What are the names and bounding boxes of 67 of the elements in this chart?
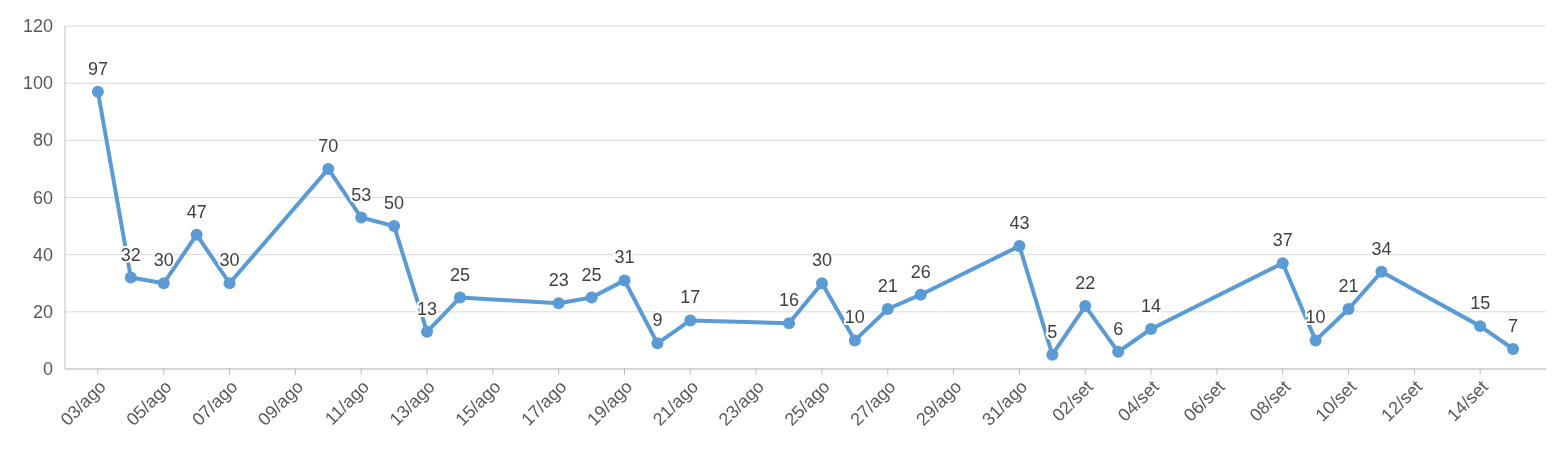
point [421, 325, 434, 338]
point [355, 211, 368, 224]
data-label: 10 [844, 307, 865, 328]
point [552, 297, 565, 310]
point [914, 288, 927, 301]
point [1375, 265, 1388, 278]
data-label: 34 [1371, 238, 1392, 259]
point [585, 291, 598, 304]
data-label: 21 [1338, 275, 1359, 296]
point [124, 271, 137, 284]
y-tick-label: 120 [22, 16, 53, 36]
y-tick-label: 80 [32, 130, 53, 151]
y-tick-label: 40 [32, 244, 53, 265]
point [651, 337, 664, 350]
data-label: 9 [652, 310, 663, 331]
data-label: 17 [680, 287, 701, 308]
data-label: 15 [1470, 293, 1491, 314]
point [322, 162, 335, 175]
data-label: 23 [548, 270, 569, 291]
data-label: 37 [1272, 230, 1293, 251]
point [157, 277, 170, 290]
data-label: 50 [384, 193, 405, 214]
point [1309, 334, 1322, 347]
point [91, 85, 104, 98]
data-label: 22 [1075, 273, 1096, 294]
data-label: 43 [1009, 213, 1030, 234]
data-label: 7 [1508, 315, 1519, 336]
point [1276, 257, 1289, 270]
point [1145, 322, 1158, 335]
data-label: 53 [351, 184, 372, 205]
point [783, 317, 796, 330]
data-label: 30 [153, 250, 174, 271]
data-label: 31 [614, 247, 635, 268]
data-label: 70 [318, 135, 339, 156]
point [1013, 240, 1026, 253]
point [881, 302, 894, 315]
y-tick-label: 60 [32, 187, 53, 208]
data-label: 30 [219, 250, 240, 271]
y-tick-label: 100 [22, 73, 53, 94]
point [1046, 348, 1059, 361]
point [1079, 300, 1092, 313]
point [1342, 302, 1355, 315]
data-label: 30 [811, 250, 832, 271]
y-tick-label: 20 [32, 301, 53, 322]
point [1507, 342, 1520, 355]
y-tick-label: 0 [42, 359, 53, 379]
data-label: 6 [1113, 318, 1124, 339]
point [1112, 345, 1125, 358]
data-label: 25 [449, 264, 470, 285]
point [1474, 320, 1487, 333]
point [618, 274, 631, 287]
point [453, 291, 466, 304]
data-label: 21 [877, 275, 898, 296]
data-label: 97 [87, 58, 108, 79]
point [223, 277, 236, 290]
point [684, 314, 697, 327]
data-label: 10 [1305, 307, 1326, 328]
data-label: 16 [779, 290, 800, 311]
point [815, 277, 828, 290]
data-label: 5 [1047, 321, 1058, 342]
data-label: 47 [186, 201, 207, 222]
data-label: 26 [910, 261, 931, 282]
point [190, 228, 203, 241]
point [388, 220, 401, 233]
point [848, 334, 861, 347]
data-label: 14 [1141, 295, 1162, 316]
data-label: 25 [581, 264, 602, 285]
